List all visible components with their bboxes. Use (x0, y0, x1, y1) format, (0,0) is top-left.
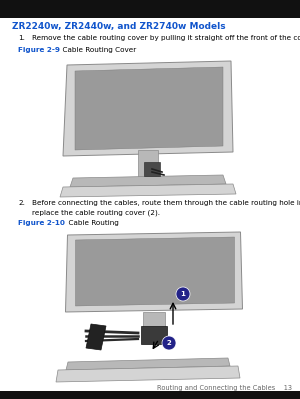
Text: Before connecting the cables, route them through the cable routing hole in the c: Before connecting the cables, route them… (32, 200, 300, 207)
Text: Routing and Connecting the Cables    13: Routing and Connecting the Cables 13 (157, 385, 292, 391)
Circle shape (176, 287, 190, 301)
Polygon shape (65, 232, 242, 312)
Polygon shape (70, 175, 226, 187)
Text: ZR2240w, ZR2440w, and ZR2740w Models: ZR2240w, ZR2440w, and ZR2740w Models (12, 22, 226, 31)
Bar (0, 0, 300, 18)
Text: 1: 1 (181, 291, 185, 297)
Text: 2: 2 (167, 340, 171, 346)
Text: replace the cable routing cover (2).: replace the cable routing cover (2). (32, 209, 160, 215)
Circle shape (162, 336, 176, 350)
Polygon shape (75, 67, 223, 150)
Polygon shape (76, 237, 235, 306)
Text: Remove the cable routing cover by pulling it straight off the front of the colum: Remove the cable routing cover by pullin… (32, 35, 300, 41)
Text: 2.: 2. (18, 200, 25, 206)
Text: Cable Routing: Cable Routing (64, 220, 119, 226)
Polygon shape (63, 61, 233, 156)
Text: Figure 2-10: Figure 2-10 (18, 220, 65, 226)
Bar (143, 312, 165, 342)
Polygon shape (86, 324, 106, 350)
Bar (0, 391, 300, 399)
Polygon shape (66, 358, 230, 370)
Bar (144, 162, 160, 176)
Polygon shape (56, 366, 240, 382)
Polygon shape (60, 184, 236, 197)
Bar (141, 326, 167, 344)
Text: Cable Routing Cover: Cable Routing Cover (58, 47, 136, 53)
Text: 1.: 1. (18, 35, 25, 41)
Bar (138, 150, 158, 178)
Text: Figure 2-9: Figure 2-9 (18, 47, 60, 53)
